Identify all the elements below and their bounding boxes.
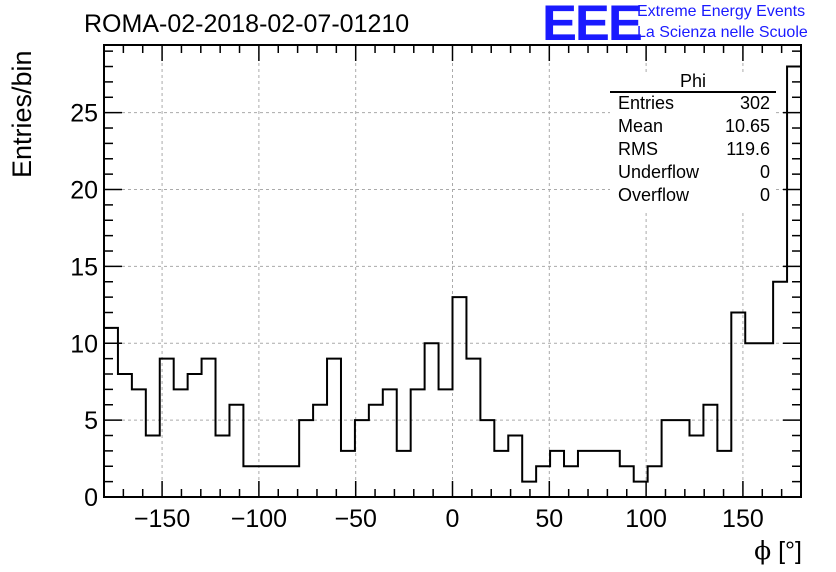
stats-box: Phi Entries 302 Mean 10.65 RMS 119.6 Und…	[610, 71, 776, 210]
x-tick-label: −50	[334, 505, 376, 533]
x-tick-label: 0	[446, 505, 460, 533]
stat-value: 0	[759, 162, 770, 182]
x-tick-label: −150	[134, 505, 190, 533]
stat-value: 119.6	[726, 139, 770, 159]
stat-label: Entries	[618, 93, 675, 113]
histogram-step-line	[104, 65, 802, 497]
y-tick-label: 25	[70, 100, 98, 128]
x-tick-label: 150	[722, 505, 764, 533]
y-tick-label: 15	[70, 253, 98, 281]
x-axis-symbol: ϕ	[754, 536, 772, 565]
stats-histogram-name: Phi	[679, 71, 706, 91]
x-axis-unit: [°]	[778, 537, 802, 565]
x-axis-label: ϕ [°]	[754, 536, 802, 566]
axis-ticks	[103, 45, 802, 498]
x-tick-label: −100	[231, 505, 287, 533]
stat-value: 10.65	[724, 116, 770, 136]
stat-value: 0	[759, 185, 770, 205]
stat-row-rms: RMS 119.6	[618, 139, 770, 161]
x-tick-label: 100	[625, 505, 667, 533]
y-tick-label: 10	[70, 330, 98, 358]
stat-label: Underflow	[618, 162, 700, 182]
tick-labels: −150 −100 −50 0 50 100 150 0 5 10 15 20 25	[70, 100, 764, 533]
y-tick-label: 5	[84, 407, 98, 435]
stat-label: RMS	[618, 139, 658, 159]
x-tick-label: 50	[535, 505, 563, 533]
stats-divider	[610, 91, 776, 93]
y-tick-label: 20	[70, 177, 98, 205]
stat-row-overflow: Overflow 0	[618, 185, 770, 207]
stat-row-mean: Mean 10.65	[618, 116, 770, 138]
eee-logo-line2: La Scienza nelle Scuole	[637, 24, 808, 41]
y-axis-label: Entries/bin	[7, 50, 37, 178]
stat-value: 302	[739, 93, 770, 113]
eee-logo-line1: Extreme Energy Events	[637, 3, 806, 20]
stat-row-underflow: Underflow 0	[618, 162, 770, 184]
y-tick-label: 0	[84, 484, 98, 512]
eee-logo: EEE	[542, 0, 643, 51]
stat-row-entries: Entries 302	[618, 93, 770, 115]
chart-title: ROMA-02-2018-02-07-01210	[84, 10, 410, 38]
stat-label: Overflow	[618, 185, 690, 205]
stat-label: Mean	[618, 116, 664, 136]
